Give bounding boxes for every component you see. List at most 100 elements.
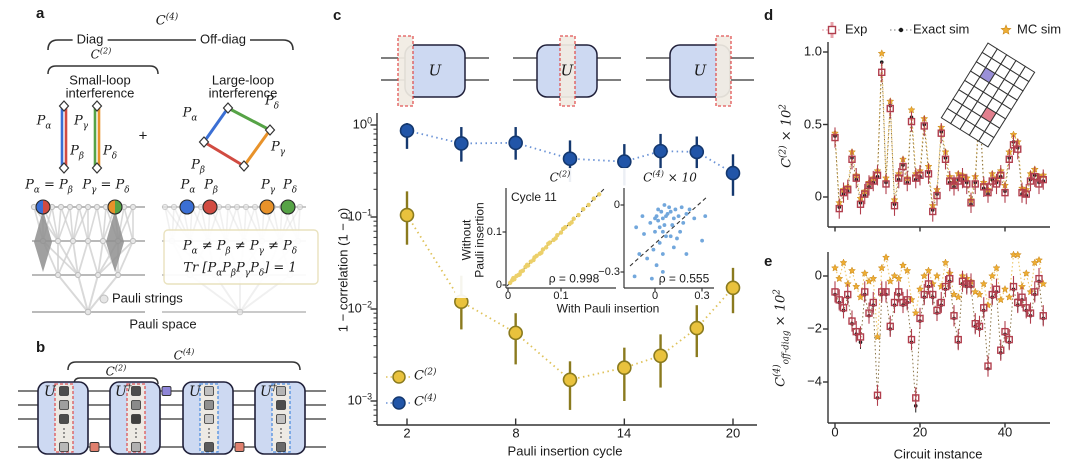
pauli-string-node xyxy=(93,203,101,211)
exp-point xyxy=(1001,327,1009,336)
exp-point xyxy=(933,191,941,200)
inset-left-point xyxy=(596,192,602,197)
pauli-string-node xyxy=(296,203,304,211)
c-data-point xyxy=(689,144,705,160)
mc-sim-point xyxy=(1022,269,1031,277)
mc-sim-point xyxy=(886,277,895,285)
inset-right-point xyxy=(670,223,675,227)
mc-sim-point xyxy=(839,258,848,267)
inset-right-ytick-hi: 0 xyxy=(613,198,620,211)
equation-box xyxy=(163,229,319,285)
exp-point xyxy=(852,327,860,336)
exp-point xyxy=(1026,177,1035,185)
legend-mc-marker xyxy=(1000,24,1012,35)
pauli-space-label: Pauli space xyxy=(129,316,197,332)
exp-point xyxy=(831,288,839,296)
inset-left-point xyxy=(571,216,576,221)
exp-point xyxy=(873,171,882,179)
plus-sign: + xyxy=(138,127,148,145)
exp-point xyxy=(916,314,924,323)
salmon-pauli-square xyxy=(234,442,245,452)
d-y-axis-label: C(2) × 102 xyxy=(778,104,795,168)
pauli-string-node xyxy=(242,203,250,211)
b-c4-brace xyxy=(67,361,301,371)
exp-point xyxy=(1031,172,1039,181)
exp-point xyxy=(929,290,937,299)
pauli-space-edge xyxy=(57,206,62,242)
mc-sim-point xyxy=(954,292,963,301)
exp-point xyxy=(980,304,988,312)
inset-right-point xyxy=(649,276,654,281)
exp-point xyxy=(1001,188,1009,197)
inset-right-point xyxy=(657,241,662,245)
pauli-dot-alpha xyxy=(179,199,195,215)
exp-point xyxy=(831,133,839,142)
exp-point xyxy=(946,177,954,185)
offdiag-label: Off-diag xyxy=(195,32,251,48)
mc-sim-point xyxy=(890,271,899,280)
pauli-string-node xyxy=(236,308,244,316)
pauli-space-edge xyxy=(87,206,98,242)
inset-left-point xyxy=(524,262,530,268)
exp-point xyxy=(907,335,916,344)
exp-point xyxy=(980,183,988,191)
exp-point xyxy=(950,312,958,320)
mc-sim-point xyxy=(856,292,865,301)
e-ytick-1: −2 xyxy=(807,320,822,336)
exp-point xyxy=(886,104,894,113)
pauli-op-square xyxy=(204,442,214,452)
exp-point xyxy=(856,333,865,341)
pauli-space-edge xyxy=(57,240,74,276)
mc-sim-point xyxy=(1005,292,1014,301)
pauli-op-square xyxy=(59,442,69,452)
exp-point xyxy=(1009,282,1018,291)
c-xtick-2: 2 xyxy=(403,425,411,441)
pauli-op-square xyxy=(276,386,286,396)
exp-point xyxy=(997,171,1005,179)
inset-right-point xyxy=(681,220,686,225)
d-ytick-0: 1.0 xyxy=(803,43,822,59)
inset-left-point xyxy=(546,241,551,246)
inset-right-point xyxy=(692,216,697,221)
exp-point xyxy=(848,317,856,325)
exp-point xyxy=(882,180,890,188)
inset-left-point xyxy=(539,250,544,255)
c-x-axis-label: Pauli insertion cycle xyxy=(507,443,623,459)
interference-diamond xyxy=(34,210,52,272)
b-u4-label: U† xyxy=(260,382,277,400)
pauli-op-square xyxy=(276,442,286,452)
c-data-point xyxy=(653,143,668,159)
inset-right-point xyxy=(634,225,639,230)
inset-left-point xyxy=(543,245,549,250)
exp-point xyxy=(844,186,852,194)
pauli-op-square xyxy=(59,386,69,396)
exp-point xyxy=(1014,298,1022,307)
ellipsis-dot xyxy=(63,432,65,434)
small-loop-label-1: Small-loop xyxy=(69,72,131,88)
panel-c-chart xyxy=(370,113,757,426)
merged-pauli-dot-ab xyxy=(36,200,43,214)
inset-right-point xyxy=(645,256,650,261)
inset-right-fit-line xyxy=(629,195,709,267)
pauli-strings-label: Pauli strings xyxy=(112,290,183,306)
p-gamma-loop: Pγ xyxy=(270,139,286,158)
c-data-point xyxy=(653,348,668,364)
inset-right-point xyxy=(660,252,665,256)
inset-right-point xyxy=(673,207,678,212)
inset-right-point xyxy=(700,238,704,243)
panel-b-graphics xyxy=(18,361,326,455)
loop-node xyxy=(238,160,250,172)
b-c2-brace xyxy=(73,377,159,385)
neq-equation: Pα ≠ Pβ ≠ Pγ ≠ Pδ xyxy=(182,238,298,257)
inset-right-point xyxy=(654,214,659,219)
pauli-string-node xyxy=(161,203,169,211)
c-data-point xyxy=(725,280,741,296)
exp-point xyxy=(895,174,903,182)
pauli-space-edge xyxy=(57,206,71,242)
pauli-string-node xyxy=(224,203,232,211)
mc-sim-point xyxy=(877,263,886,272)
inset-left-point xyxy=(517,272,522,277)
mc-sim-point xyxy=(992,263,1001,272)
inset-right-point xyxy=(675,236,679,241)
